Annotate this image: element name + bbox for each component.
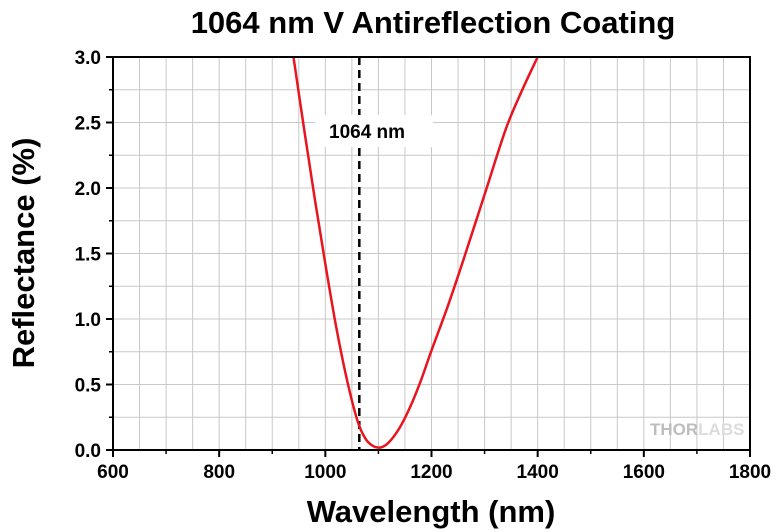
- y-axis-label: Reflectance (%): [6, 138, 41, 369]
- y-tick-label: 2.5: [75, 114, 102, 135]
- annotation-label: 1064 nm: [329, 122, 405, 143]
- y-tick-label: 3.0: [75, 48, 101, 69]
- y-tick-label: 1.0: [75, 310, 101, 331]
- y-tick-label: 0.5: [75, 376, 102, 397]
- thorlabs-watermark: THORLABS: [650, 420, 744, 439]
- x-tick-label: 1400: [517, 462, 559, 483]
- x-axis-ticks: 600 800 1000 1200 1400 1600 1800: [97, 450, 771, 483]
- x-tick-label: 1800: [729, 462, 771, 483]
- x-tick-label: 600: [97, 462, 129, 483]
- y-axis-ticks: 0.0 0.5 1.0 1.5 2.0 2.5 3.0: [75, 48, 113, 462]
- x-tick-label: 800: [203, 462, 235, 483]
- x-axis-label: Wavelength (nm): [307, 494, 556, 529]
- x-tick-label: 1600: [623, 462, 665, 483]
- chart-title: 1064 nm V Antireflection Coating: [191, 5, 676, 40]
- y-tick-label: 2.0: [75, 179, 101, 200]
- annotation-label-group: 1064 nm: [315, 115, 433, 147]
- y-tick-label: 1.5: [75, 245, 102, 266]
- x-tick-label: 1200: [410, 462, 452, 483]
- data-series: [292, 56, 539, 449]
- reflectance-series-line: [292, 56, 539, 449]
- y-tick-label: 0.0: [75, 441, 101, 462]
- annotation-label-background: [315, 115, 433, 147]
- x-tick-label: 1000: [304, 462, 346, 483]
